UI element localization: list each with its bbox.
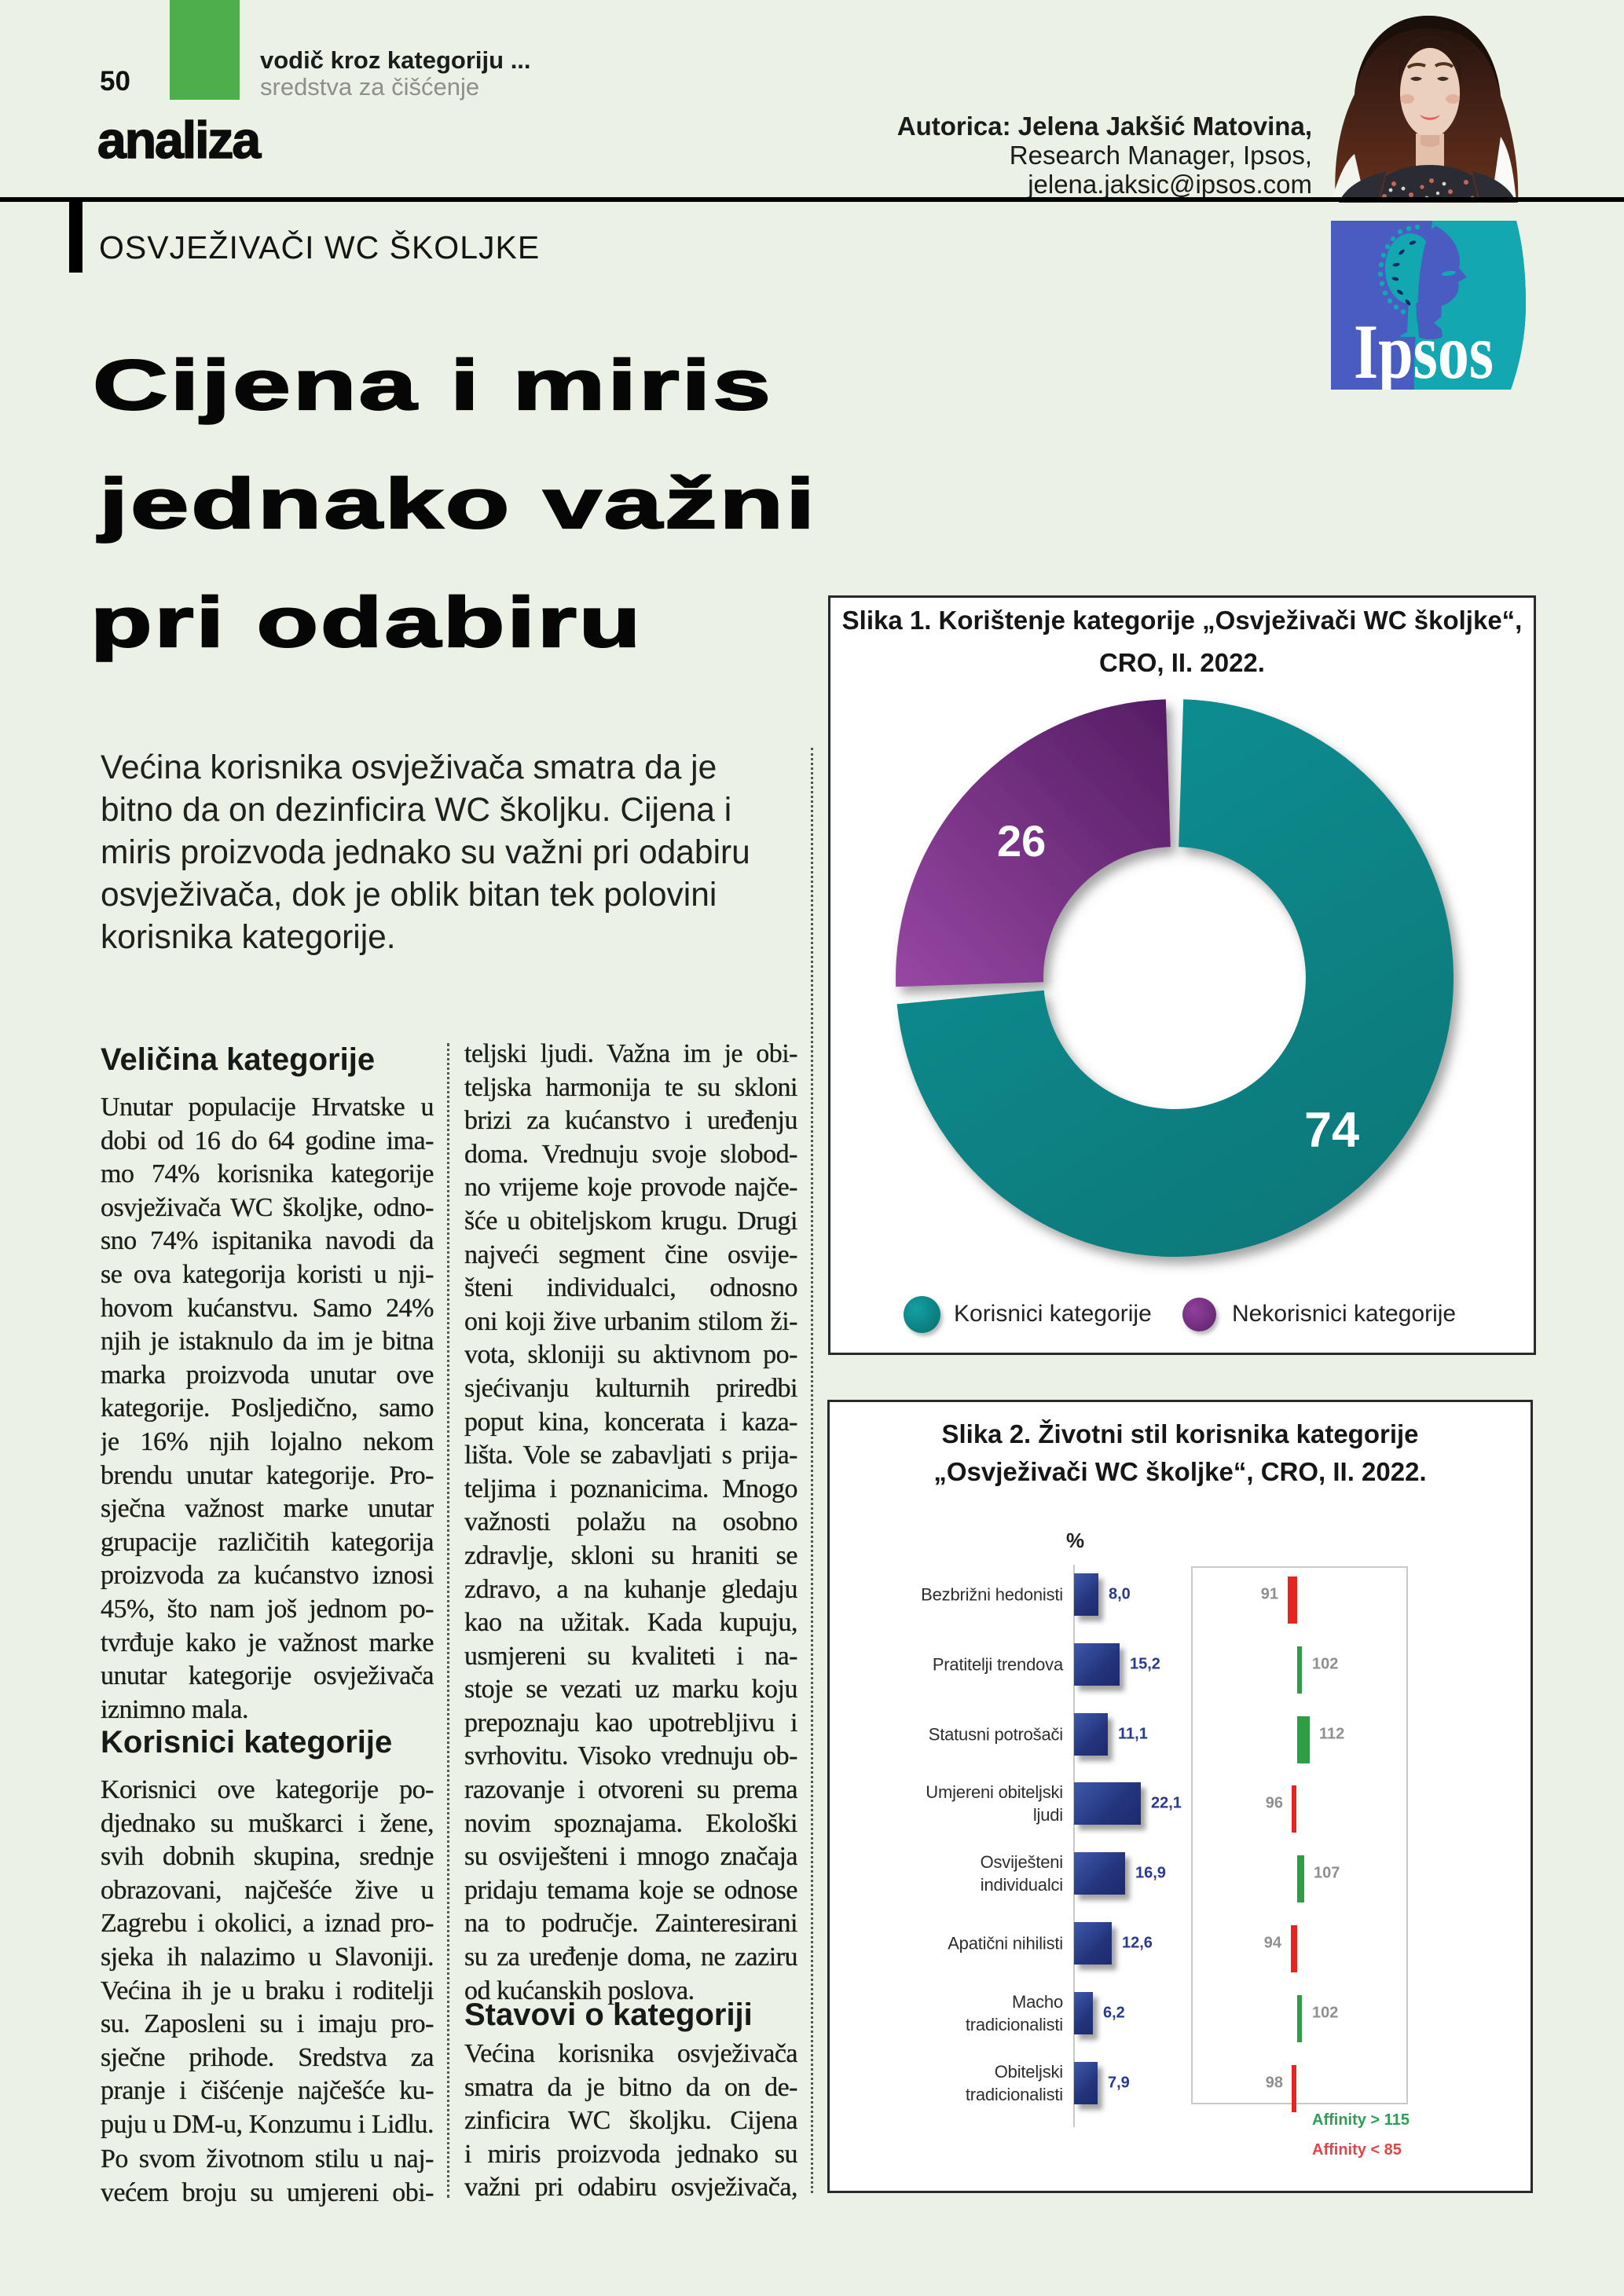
svg-text:74: 74 bbox=[1304, 1103, 1359, 1158]
svg-text:26: 26 bbox=[997, 816, 1046, 866]
svg-text:Ipsos: Ipsos bbox=[1354, 308, 1494, 390]
